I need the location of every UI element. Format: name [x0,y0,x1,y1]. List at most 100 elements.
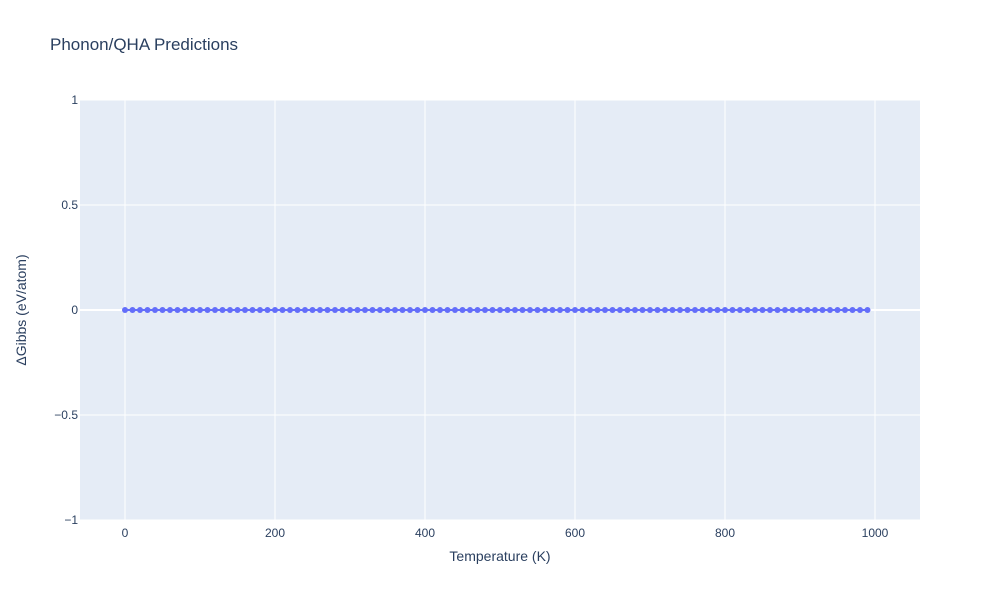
x-tick-label: 200 [265,526,285,540]
data-point [429,307,436,313]
data-point [422,307,428,313]
data-point [767,307,773,313]
data-point [519,307,526,313]
data-point [452,307,458,313]
data-point [789,307,796,313]
data-point [819,307,826,313]
data-point [602,307,608,313]
data-point [459,307,466,313]
data-point [129,307,136,313]
data-point [842,307,848,313]
data-point [557,307,563,313]
data-point [182,307,188,313]
y-tick-label: −0.5 [54,408,78,422]
x-tick-label: 600 [565,526,585,540]
data-point [392,307,398,313]
x-tick-label: 800 [715,526,735,540]
data-point [722,307,728,313]
data-point [647,307,653,313]
data-point [609,307,616,313]
data-point [212,307,218,313]
data-point [669,307,676,313]
data-point [639,307,646,313]
data-point [572,307,578,313]
data-point [272,307,278,313]
x-tick-label: 1000 [862,526,889,540]
data-point [257,307,263,313]
data-point [774,307,781,313]
data-point [662,307,668,313]
data-point [362,307,368,313]
x-tick-label: 0 [122,526,129,540]
data-point [564,307,571,313]
data-point [159,307,166,313]
data-point [857,307,863,313]
data-point [204,307,211,313]
data-point [437,307,443,313]
data-point [444,307,451,313]
chart-title: Phonon/QHA Predictions [50,35,238,54]
data-point [324,307,331,313]
data-point [864,307,871,313]
data-point [527,307,533,313]
data-point [377,307,383,313]
data-point [759,307,766,313]
data-point [407,307,413,313]
data-point [474,307,481,313]
data-point [632,307,638,313]
data-point [152,307,158,313]
data-point [174,307,181,313]
data-point [752,307,758,313]
data-point [287,307,293,313]
data-point [137,307,143,313]
data-point [654,307,661,313]
x-tick-label: 400 [415,526,435,540]
data-point [167,307,173,313]
data-point [294,307,301,313]
data-point [707,307,713,313]
data-point [579,307,586,313]
data-point [347,307,353,313]
data-point [144,307,151,313]
data-point [834,307,841,313]
x-axis-label: Temperature (K) [449,548,550,564]
data-point [587,307,593,313]
data-point [677,307,683,313]
data-point [482,307,488,313]
data-point [782,307,788,313]
data-point [497,307,503,313]
data-point [489,307,496,313]
data-point [189,307,196,313]
data-point [504,307,511,313]
data-point [534,307,541,313]
data-point [617,307,623,313]
data-point [414,307,421,313]
data-point [737,307,743,313]
data-point [512,307,518,313]
data-point [804,307,811,313]
data-point [812,307,818,313]
data-point [827,307,833,313]
data-point [699,307,706,313]
data-point [309,307,316,313]
y-tick-label: 1 [71,93,78,107]
data-point [684,307,691,313]
data-point [219,307,226,313]
data-point [197,307,203,313]
data-point [264,307,271,313]
data-point [594,307,601,313]
data-point [302,307,308,313]
data-point [242,307,248,313]
data-point [122,307,128,313]
data-point [549,307,556,313]
series-layer [122,307,871,313]
data-point [234,307,241,313]
data-point [624,307,631,313]
data-point [369,307,376,313]
data-point [542,307,548,313]
data-point [467,307,473,313]
data-point [249,307,256,313]
ticks-layer: 0 200 400 600 800 1000 −1 −0.5 0 0.5 1 [54,93,888,540]
